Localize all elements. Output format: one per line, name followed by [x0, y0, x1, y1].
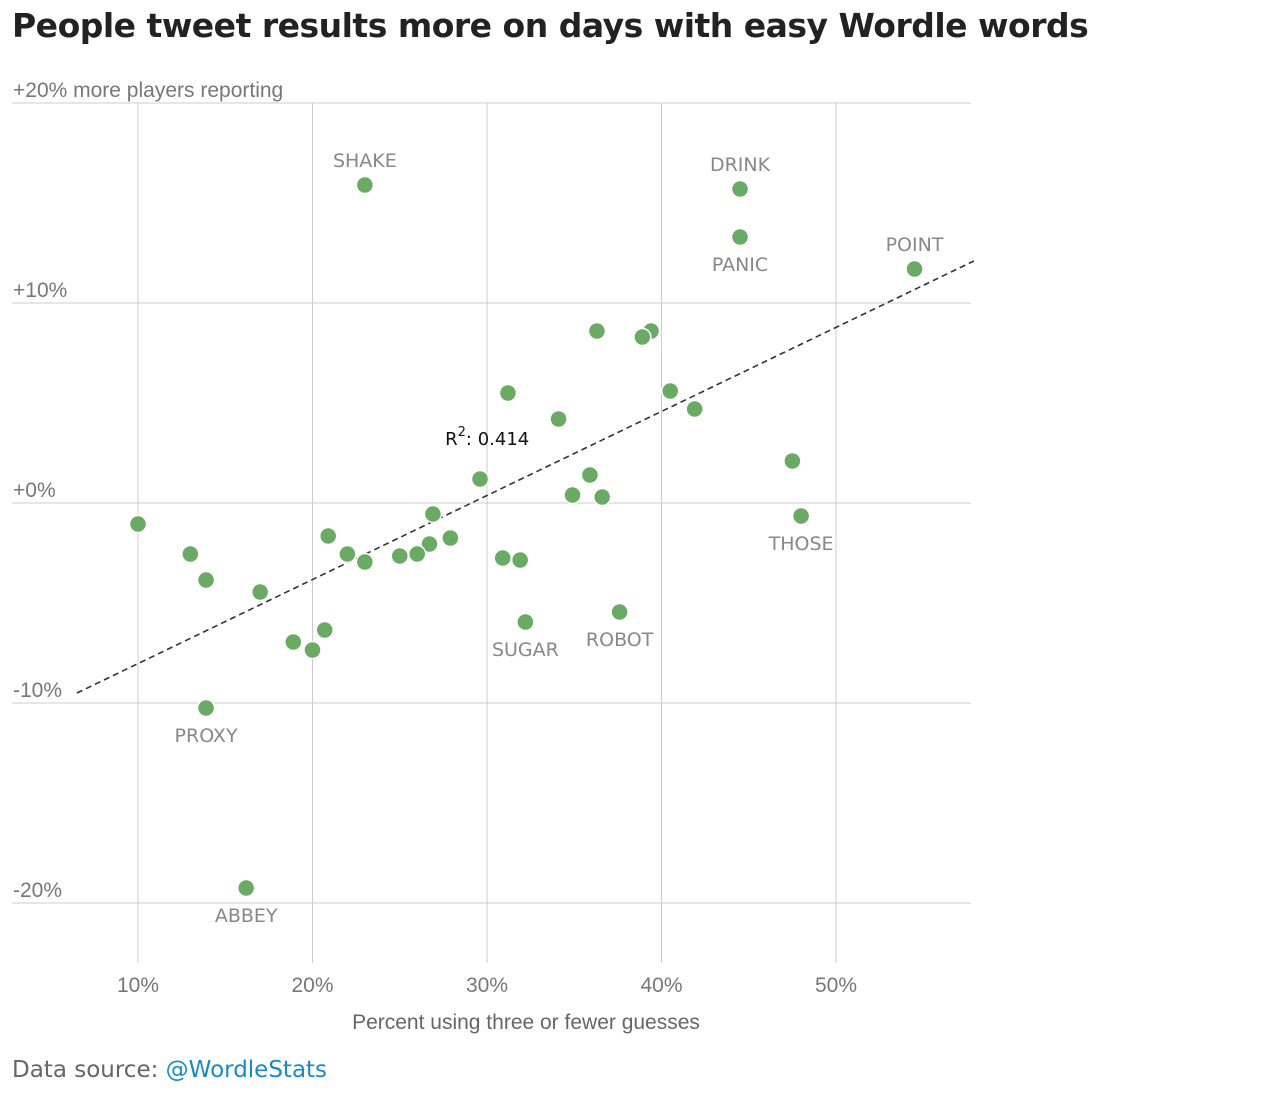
data-point	[610, 602, 629, 622]
point-label: PROXY	[175, 725, 238, 747]
data-point	[791, 506, 811, 526]
point-label: THOSE	[768, 533, 834, 555]
x-tick-label: 40%	[640, 974, 682, 997]
tick-labels-layer: +20% more players reporting +10% +0% -10% -2…	[13, 79, 857, 997]
data-point	[420, 534, 439, 554]
data-point	[493, 548, 512, 568]
data-point	[196, 698, 216, 718]
data-point	[510, 550, 530, 570]
point-label: ABBEY	[215, 905, 278, 927]
data-point	[355, 175, 375, 195]
y-tick-label: +20% more players reporting	[13, 79, 283, 102]
data-point	[549, 409, 568, 429]
y-tick-label: -10%	[13, 679, 62, 702]
y-tick-label: +10%	[13, 279, 67, 302]
data-point	[592, 487, 612, 507]
x-tick-label: 30%	[466, 974, 508, 997]
grid-layer	[12, 102, 971, 963]
data-point	[587, 321, 607, 341]
chart-title: People tweet results more on days with e…	[12, 6, 1089, 45]
data-point	[423, 504, 443, 524]
point-label: PANIC	[712, 254, 768, 276]
data-point	[390, 546, 409, 566]
data-source-link[interactable]: @WordleStats	[165, 1057, 328, 1083]
data-point	[315, 620, 334, 640]
x-tick-label: 20%	[291, 974, 333, 997]
data-point	[470, 469, 490, 489]
data-point	[516, 612, 535, 632]
data-point	[196, 570, 216, 590]
data-point	[633, 327, 652, 347]
y-tick-label: -20%	[13, 879, 62, 902]
point-label: DRINK	[710, 154, 771, 176]
data-point	[355, 552, 375, 572]
data-point	[236, 878, 256, 898]
data-point	[498, 383, 518, 403]
data-point	[685, 399, 704, 419]
data-point	[181, 544, 200, 564]
point-labels-layer: SHAKE DRINK PANIC POINT THOSE ROBOT SUGAR PROXY…	[175, 150, 944, 927]
data-point	[303, 640, 322, 660]
point-label: SHAKE	[333, 150, 397, 172]
trend-line	[76, 260, 975, 694]
data-point	[580, 465, 600, 485]
r-squared-annotation: R2: 0.414	[445, 425, 529, 450]
data-point	[407, 544, 427, 564]
data-source: Data source: @WordleStats	[12, 1057, 327, 1083]
x-tick-label: 10%	[117, 974, 159, 997]
data-point	[318, 526, 338, 546]
data-point	[730, 227, 750, 247]
data-point	[783, 451, 802, 471]
data-point	[250, 582, 270, 602]
trend-layer: R2: 0.414	[76, 260, 975, 694]
data-point	[338, 544, 357, 564]
data-point	[128, 514, 148, 534]
x-tick-label: 50%	[815, 974, 857, 997]
point-label: POINT	[886, 234, 944, 256]
point-label: SUGAR	[492, 639, 559, 661]
point-label: ROBOT	[586, 629, 654, 651]
dots-layer	[128, 175, 924, 898]
y-tick-label: +0%	[13, 479, 56, 502]
data-point	[905, 259, 924, 279]
scatter-plot: +20% more players reporting +10% +0% -10% -2…	[12, 79, 975, 1034]
data-source-label: Data source:	[12, 1057, 159, 1083]
data-point	[284, 632, 303, 652]
data-point	[563, 485, 582, 505]
data-point	[660, 381, 680, 401]
x-axis-title: Percent using three or fewer guesses	[352, 1011, 700, 1034]
data-point	[441, 528, 460, 548]
data-point	[730, 179, 750, 199]
